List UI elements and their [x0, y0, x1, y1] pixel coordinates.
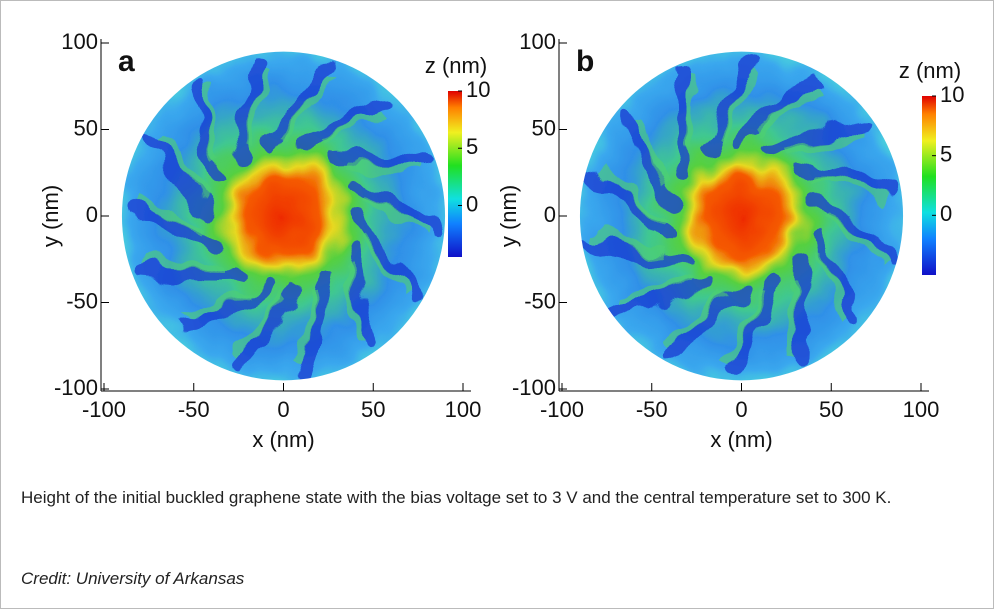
x-tick-label: 50	[361, 397, 385, 422]
y-tick-label: 0	[544, 202, 556, 227]
x-tick-label: -100	[82, 397, 126, 422]
credit: Credit: University of Arkansas	[21, 569, 245, 588]
x-tick-label: 0	[735, 397, 747, 422]
x-tick-label: -50	[636, 397, 668, 422]
colorbar-label: z (nm)	[899, 58, 961, 83]
y-tick-label: 100	[61, 29, 98, 54]
y-axis-label: y (nm)	[496, 185, 521, 247]
y-axis-label: y (nm)	[38, 185, 63, 247]
x-tick-label: -50	[178, 397, 210, 422]
y-tick-label: 50	[532, 115, 556, 140]
x-tick-label: 100	[445, 397, 482, 422]
colorbar-tick-label: 10	[940, 82, 964, 107]
colorbar-tick-label: 5	[466, 134, 478, 159]
x-tick-label: 100	[903, 397, 940, 422]
heatmap	[579, 51, 904, 381]
y-tick-label: -50	[66, 288, 98, 313]
panel-label: a	[118, 45, 135, 78]
caption: Height of the initial buckled graphene s…	[21, 488, 892, 507]
x-tick-label: 0	[277, 397, 289, 422]
colorbar-tick-label: 10	[466, 77, 490, 102]
colorbar-tick-label: 0	[466, 191, 478, 216]
colorbar	[922, 96, 936, 275]
y-tick-label: -50	[524, 288, 556, 313]
panel-label: b	[576, 45, 594, 78]
y-tick-label: 50	[74, 115, 98, 140]
y-tick-label: -100	[512, 375, 556, 400]
x-axis-label: x (nm)	[252, 427, 314, 452]
y-tick-label: -100	[54, 375, 98, 400]
heatmap	[121, 51, 446, 381]
x-tick-label: 50	[819, 397, 843, 422]
colorbar-label: z (nm)	[425, 53, 487, 78]
colorbar-tick-label: 5	[940, 141, 952, 166]
colorbar	[448, 91, 462, 257]
y-tick-label: 100	[519, 29, 556, 54]
colorbar-tick-label: 0	[940, 201, 952, 226]
x-tick-label: -100	[540, 397, 584, 422]
y-tick-label: 0	[86, 202, 98, 227]
x-axis-label: x (nm)	[710, 427, 772, 452]
